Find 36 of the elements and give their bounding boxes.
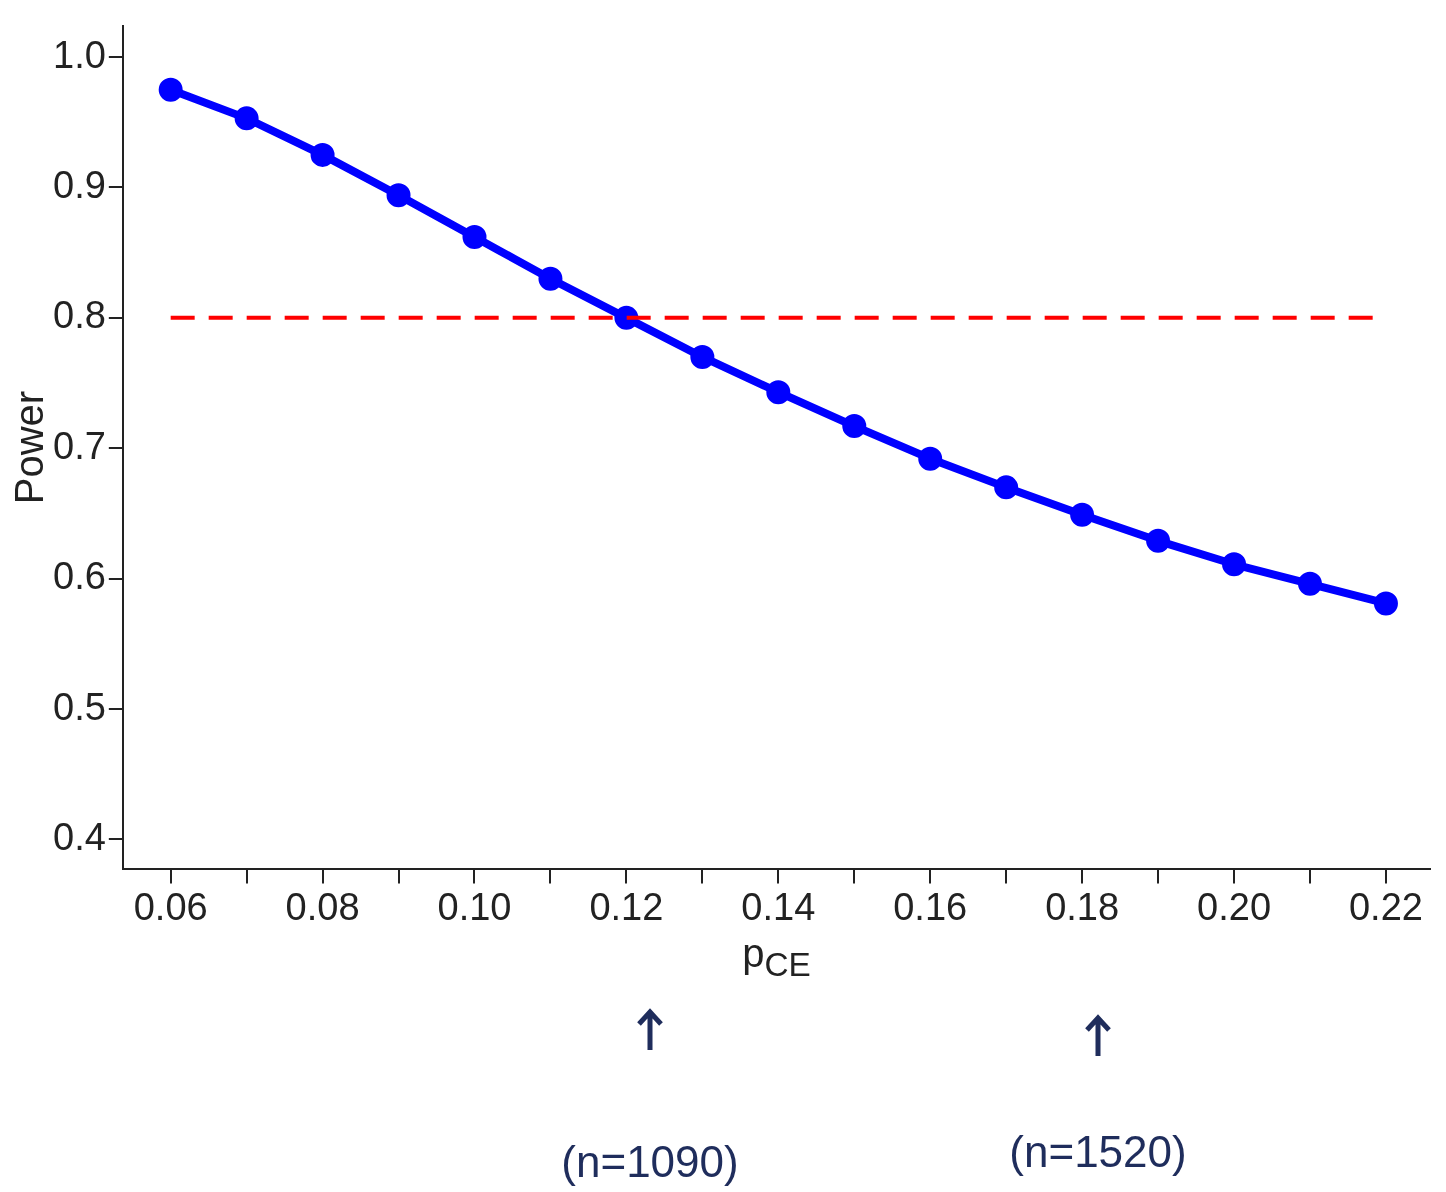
y-tick-label: 0.7: [53, 424, 106, 467]
y-tick-label: 0.4: [53, 815, 106, 858]
point: [158, 77, 183, 102]
point: [1070, 502, 1095, 527]
point: [310, 142, 335, 167]
y-tick-label: 0.9: [53, 163, 106, 206]
x-tick-label: 0.16: [893, 885, 968, 928]
y-tick-label: 1.0: [53, 33, 106, 76]
x-tick-label: 0.20: [1197, 885, 1272, 928]
x-tick-label: 0.12: [589, 885, 664, 928]
point: [1373, 591, 1398, 616]
point: [1146, 528, 1171, 553]
point: [234, 106, 259, 131]
x-tick-label: 0.14: [741, 885, 816, 928]
point: [462, 225, 487, 250]
x-tick-label: 0.06: [133, 885, 208, 928]
point: [766, 380, 791, 405]
x-tick-label: 0.10: [437, 885, 512, 928]
y-tick-label: 0.8: [53, 294, 106, 337]
y-axis-title: Power: [7, 390, 52, 505]
text: (n=1090): [561, 1137, 739, 1187]
y-tick-label: 0.5: [53, 685, 106, 728]
point: [538, 266, 563, 291]
point: [690, 344, 715, 369]
point: [386, 183, 411, 208]
point: [1297, 571, 1322, 596]
text: (n=1520): [1009, 1127, 1187, 1177]
x-tick-label: 0.18: [1045, 885, 1120, 928]
point: [1222, 552, 1247, 577]
x-tick-label: 0.08: [285, 885, 360, 928]
y-tick-label: 0.6: [53, 555, 106, 598]
x-axis-title: p$_{CE}$: [742, 931, 811, 985]
point: [842, 414, 867, 439]
point: [994, 475, 1019, 500]
point: [918, 446, 943, 471]
x-tick-label: 0.22: [1348, 885, 1423, 928]
